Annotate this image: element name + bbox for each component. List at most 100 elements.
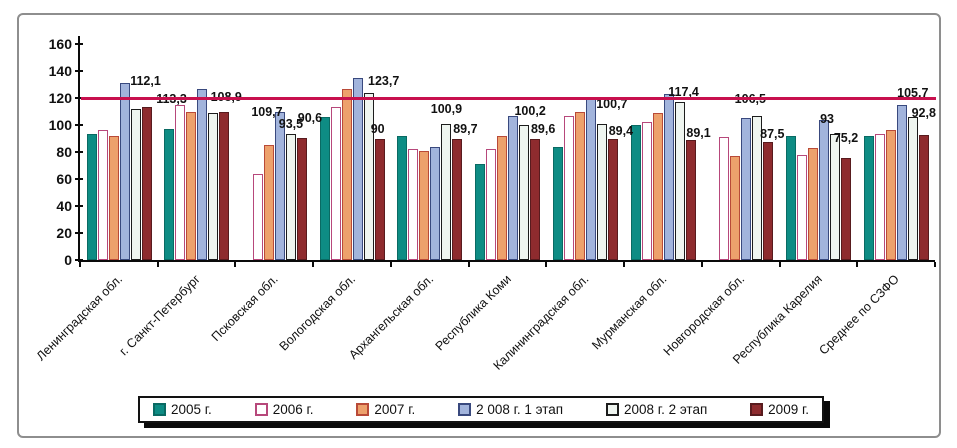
y-tick-mark <box>75 124 83 126</box>
legend-swatch-icon <box>750 403 764 416</box>
bar-value-label: 89,7 <box>453 121 478 136</box>
bar <box>219 111 230 260</box>
bar <box>585 96 596 260</box>
legend: 2005 г. 2006 г. 2007 г. 2 008 г. 1 этап 2008… <box>138 396 824 423</box>
bar <box>730 156 741 260</box>
bar-value-label: 113,3 <box>156 93 187 106</box>
x-tick-mark <box>312 262 315 267</box>
bar <box>607 139 618 260</box>
bar <box>186 111 197 260</box>
bar-value-label: 90,6 <box>297 110 323 125</box>
category-label: Ленинградская обл. <box>33 272 125 364</box>
bar <box>830 134 841 260</box>
category-label: Новгородская обл. <box>660 272 747 359</box>
legend-label: 2008 г. 2 этап <box>624 402 708 417</box>
bar <box>841 158 852 260</box>
bar-value-label: 123,7 <box>368 74 400 88</box>
category-label: Вологодская обл. <box>276 272 359 354</box>
x-tick-mark <box>545 262 548 267</box>
bar <box>486 149 497 260</box>
bar <box>352 77 363 260</box>
reference-line-120 <box>81 96 936 100</box>
bar <box>918 134 929 260</box>
bar-value-label: 89,1 <box>686 125 711 140</box>
category-label: Мурманская обл. <box>588 272 669 353</box>
y-tick-mark <box>75 178 83 180</box>
bar <box>896 104 907 260</box>
bar <box>452 138 463 260</box>
y-tick-label: 60 <box>56 171 72 187</box>
category-label: Республика Карелия <box>729 272 825 367</box>
bar <box>363 93 374 260</box>
bar <box>497 135 508 260</box>
bar <box>475 164 486 260</box>
y-tick-label: 100 <box>48 117 72 133</box>
bar <box>907 117 918 260</box>
bar-value-label: 117,4 <box>668 84 699 99</box>
bar <box>374 138 385 260</box>
bar <box>263 145 274 260</box>
bar <box>419 150 430 260</box>
bar <box>630 125 641 260</box>
bar <box>397 135 408 260</box>
bar-value-label: 112,1 <box>130 73 161 88</box>
category-label: Архангельская обл. <box>345 272 436 362</box>
bar-value-label: 92,8 <box>911 105 936 120</box>
x-tick-mark <box>700 262 703 267</box>
bar-value-label: 87,5 <box>760 126 785 141</box>
y-tick-mark <box>75 205 83 207</box>
y-tick-mark <box>75 259 83 261</box>
bar <box>763 141 774 260</box>
bar-value-label: 89,4 <box>608 124 634 139</box>
bar <box>274 111 285 260</box>
y-axis-line <box>78 36 80 262</box>
bar <box>430 146 441 260</box>
bar <box>441 123 452 260</box>
bar <box>330 107 341 260</box>
x-tick-mark <box>389 262 392 267</box>
bar <box>252 173 263 260</box>
bar <box>863 135 874 260</box>
bar <box>874 134 885 260</box>
bar <box>797 154 808 260</box>
bar <box>808 147 819 260</box>
legend-item: 2008 г. 2 этап <box>606 402 707 417</box>
bar <box>119 83 130 260</box>
x-tick-mark <box>79 262 81 267</box>
bar <box>552 146 563 260</box>
legend-item: 2009 г. <box>750 402 809 417</box>
y-tick-label: 120 <box>48 90 72 106</box>
bar-value-label: 100,2 <box>514 103 546 118</box>
legend-swatch-icon <box>606 403 620 416</box>
y-tick-label: 140 <box>48 63 72 79</box>
bar <box>719 137 730 260</box>
y-tick-label: 40 <box>56 198 72 214</box>
y-tick-label: 0 <box>64 252 72 268</box>
y-tick-label: 80 <box>56 144 72 160</box>
x-tick-mark <box>467 262 470 267</box>
legend-item: 2007 г. <box>356 402 415 417</box>
bar-value-label: 109,7 <box>251 104 283 119</box>
bar-value-label: 75,2 <box>833 131 859 146</box>
bar <box>141 107 152 260</box>
legend-swatch-icon <box>458 403 472 416</box>
bar <box>508 115 519 260</box>
bar <box>86 134 97 260</box>
bar <box>108 135 119 260</box>
x-tick-mark <box>934 262 936 267</box>
legend-item: 2 008 г. 1 этап <box>458 402 563 417</box>
bar <box>574 111 585 260</box>
bar <box>752 116 763 260</box>
bar <box>130 108 141 260</box>
category-label: г. Санкт-Петербург <box>116 272 203 359</box>
bar <box>408 149 419 260</box>
y-tick-label: 20 <box>56 225 72 241</box>
legend-swatch-icon <box>153 403 166 416</box>
legend-label: 2 008 г. 1 этап <box>476 402 564 417</box>
bar <box>819 119 830 260</box>
y-tick-mark <box>75 151 83 153</box>
y-tick-mark <box>75 232 83 234</box>
bar-value-label: 100,9 <box>430 101 463 116</box>
